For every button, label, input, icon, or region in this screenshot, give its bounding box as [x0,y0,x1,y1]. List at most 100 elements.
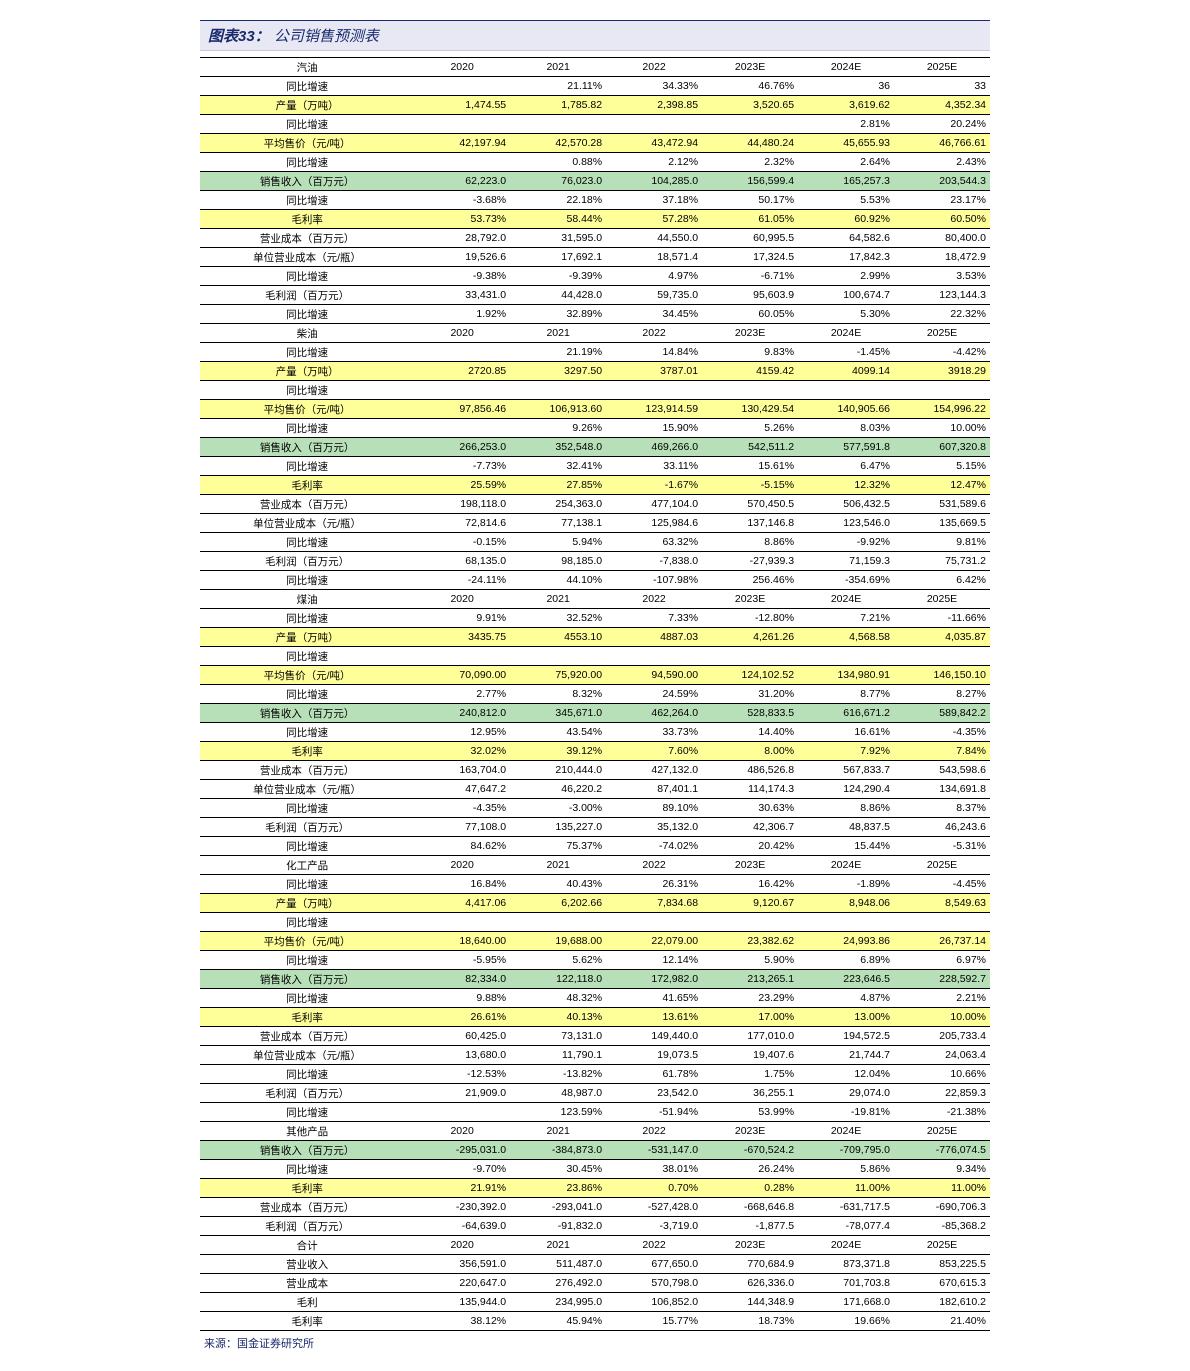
forecast-table: 汽油2020202120222023E2024E2025E同比增速21.11%3… [200,57,990,1331]
data-cell: 82,334.0 [414,970,510,989]
data-cell: 2025E [894,58,990,77]
data-cell: 106,913.60 [510,400,606,419]
data-cell: 5.26% [702,419,798,438]
row-label: 同比增速 [200,875,414,894]
data-cell: 2.99% [798,267,894,286]
data-cell: 29,074.0 [798,1084,894,1103]
data-cell [414,153,510,172]
data-cell: 134,691.8 [894,780,990,799]
data-cell: 11.00% [894,1179,990,1198]
data-cell: 18,571.4 [606,248,702,267]
data-cell: 528,833.5 [702,704,798,723]
data-cell: -107.98% [606,571,702,590]
data-cell: 77,138.1 [510,514,606,533]
data-cell: 44,480.24 [702,134,798,153]
data-cell: 616,671.2 [798,704,894,723]
data-cell: 15.77% [606,1312,702,1331]
data-cell: -9.70% [414,1160,510,1179]
data-cell: 135,669.5 [894,514,990,533]
row-label: 营业成本（百万元） [200,1027,414,1046]
data-cell: 9.91% [414,609,510,628]
data-cell: 98,185.0 [510,552,606,571]
data-cell: 3,520.65 [702,96,798,115]
data-cell: 356,591.0 [414,1255,510,1274]
row-label: 营业成本（百万元） [200,229,414,248]
data-cell: 31,595.0 [510,229,606,248]
data-cell: 8.86% [702,533,798,552]
data-cell: 47,647.2 [414,780,510,799]
row-label: 同比增速 [200,267,414,286]
data-cell: 2021 [510,1236,606,1255]
data-cell: 28,792.0 [414,229,510,248]
data-cell: -78,077.4 [798,1217,894,1236]
data-cell: 22.18% [510,191,606,210]
data-cell: 20.42% [702,837,798,856]
data-cell: 57.28% [606,210,702,229]
data-cell: 266,253.0 [414,438,510,457]
data-cell: 4,035.87 [894,628,990,647]
data-cell: 23,382.62 [702,932,798,951]
data-cell: 59,735.0 [606,286,702,305]
data-cell: 135,944.0 [414,1293,510,1312]
data-cell: 9.34% [894,1160,990,1179]
data-cell: 5.30% [798,305,894,324]
data-cell: 8.37% [894,799,990,818]
data-cell: 5.90% [702,951,798,970]
data-cell: 10.00% [894,419,990,438]
chart-title: 图表33： 公司销售预测表 [200,20,990,51]
data-cell [414,647,510,666]
title-prefix: 图表33： [208,28,270,45]
data-cell: 122,118.0 [510,970,606,989]
data-cell: 64,582.6 [798,229,894,248]
data-cell: 7.33% [606,609,702,628]
data-cell: 27.85% [510,476,606,495]
data-cell: 46.76% [702,77,798,96]
data-cell: 589,842.2 [894,704,990,723]
row-label: 同比增速 [200,571,414,590]
data-cell: -670,524.2 [702,1141,798,1160]
data-cell: 2024E [798,1236,894,1255]
data-cell [894,381,990,400]
data-cell: 43.54% [510,723,606,742]
data-cell: 61.78% [606,1065,702,1084]
data-cell: 42,197.94 [414,134,510,153]
data-cell: 37.18% [606,191,702,210]
data-cell: 531,589.6 [894,495,990,514]
data-cell: 73,131.0 [510,1027,606,1046]
data-cell: 2023E [702,1122,798,1141]
data-cell: 2022 [606,856,702,875]
data-cell: 4159.42 [702,362,798,381]
data-cell: 125,984.6 [606,514,702,533]
data-cell: 123,144.3 [894,286,990,305]
data-cell: 80,400.0 [894,229,990,248]
data-cell: 38.12% [414,1312,510,1331]
row-label: 产量（万吨） [200,362,414,381]
data-cell: 670,615.3 [894,1274,990,1293]
row-label: 毛利润（百万元） [200,1084,414,1103]
data-cell: -709,795.0 [798,1141,894,1160]
data-cell: 104,285.0 [606,172,702,191]
data-cell: 53.73% [414,210,510,229]
data-cell: 5.86% [798,1160,894,1179]
data-cell: 44,550.0 [606,229,702,248]
data-cell [798,913,894,932]
data-cell: 1.75% [702,1065,798,1084]
data-cell: -74.02% [606,837,702,856]
data-cell: -230,392.0 [414,1198,510,1217]
row-label: 同比增速 [200,685,414,704]
data-cell: 7.92% [798,742,894,761]
data-cell: 10.00% [894,1008,990,1027]
data-cell: 146,150.10 [894,666,990,685]
data-cell: 570,450.5 [702,495,798,514]
data-cell: 3435.75 [414,628,510,647]
data-cell: 31.20% [702,685,798,704]
data-cell: 21.11% [510,77,606,96]
data-cell: 11.00% [798,1179,894,1198]
row-label: 同比增速 [200,381,414,400]
row-label: 同比增速 [200,647,414,666]
data-cell: 2020 [414,1122,510,1141]
data-cell: 4,568.58 [798,628,894,647]
data-cell: 13,680.0 [414,1046,510,1065]
data-cell: 6.42% [894,571,990,590]
data-cell: 3918.29 [894,362,990,381]
